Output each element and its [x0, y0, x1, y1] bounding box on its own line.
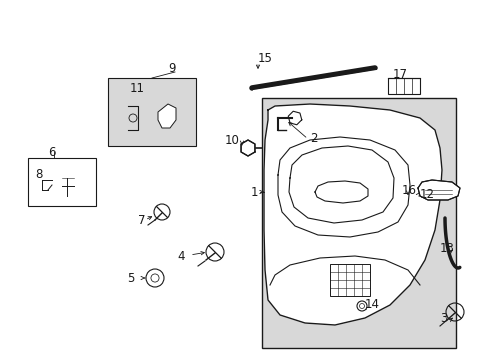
Polygon shape [287, 111, 301, 125]
Text: 8: 8 [35, 168, 42, 181]
Text: 5: 5 [127, 271, 135, 284]
Text: 11: 11 [130, 81, 145, 94]
Polygon shape [241, 140, 254, 156]
Bar [329, 264, 369, 296]
Polygon shape [417, 180, 459, 200]
Circle shape [400, 193, 414, 207]
Circle shape [356, 301, 366, 311]
Bar [108, 78, 196, 146]
Text: 15: 15 [258, 51, 272, 64]
Text: 9: 9 [168, 62, 175, 75]
Text: 4: 4 [177, 251, 184, 264]
Text: 13: 13 [439, 242, 454, 255]
Bar [387, 78, 419, 94]
Text: 16: 16 [401, 184, 416, 197]
Polygon shape [158, 104, 176, 128]
Text: 3: 3 [439, 311, 447, 324]
Bar [262, 98, 455, 348]
Circle shape [146, 269, 163, 287]
Text: 14: 14 [364, 297, 379, 310]
Text: 1: 1 [250, 185, 258, 198]
Text: 17: 17 [392, 68, 407, 81]
Polygon shape [264, 104, 441, 325]
Text: 2: 2 [309, 132, 317, 145]
Text: 10: 10 [224, 134, 240, 147]
Text: 7: 7 [138, 213, 145, 226]
Text: 6: 6 [48, 145, 55, 158]
Text: 12: 12 [419, 189, 434, 202]
Bar [28, 158, 96, 206]
